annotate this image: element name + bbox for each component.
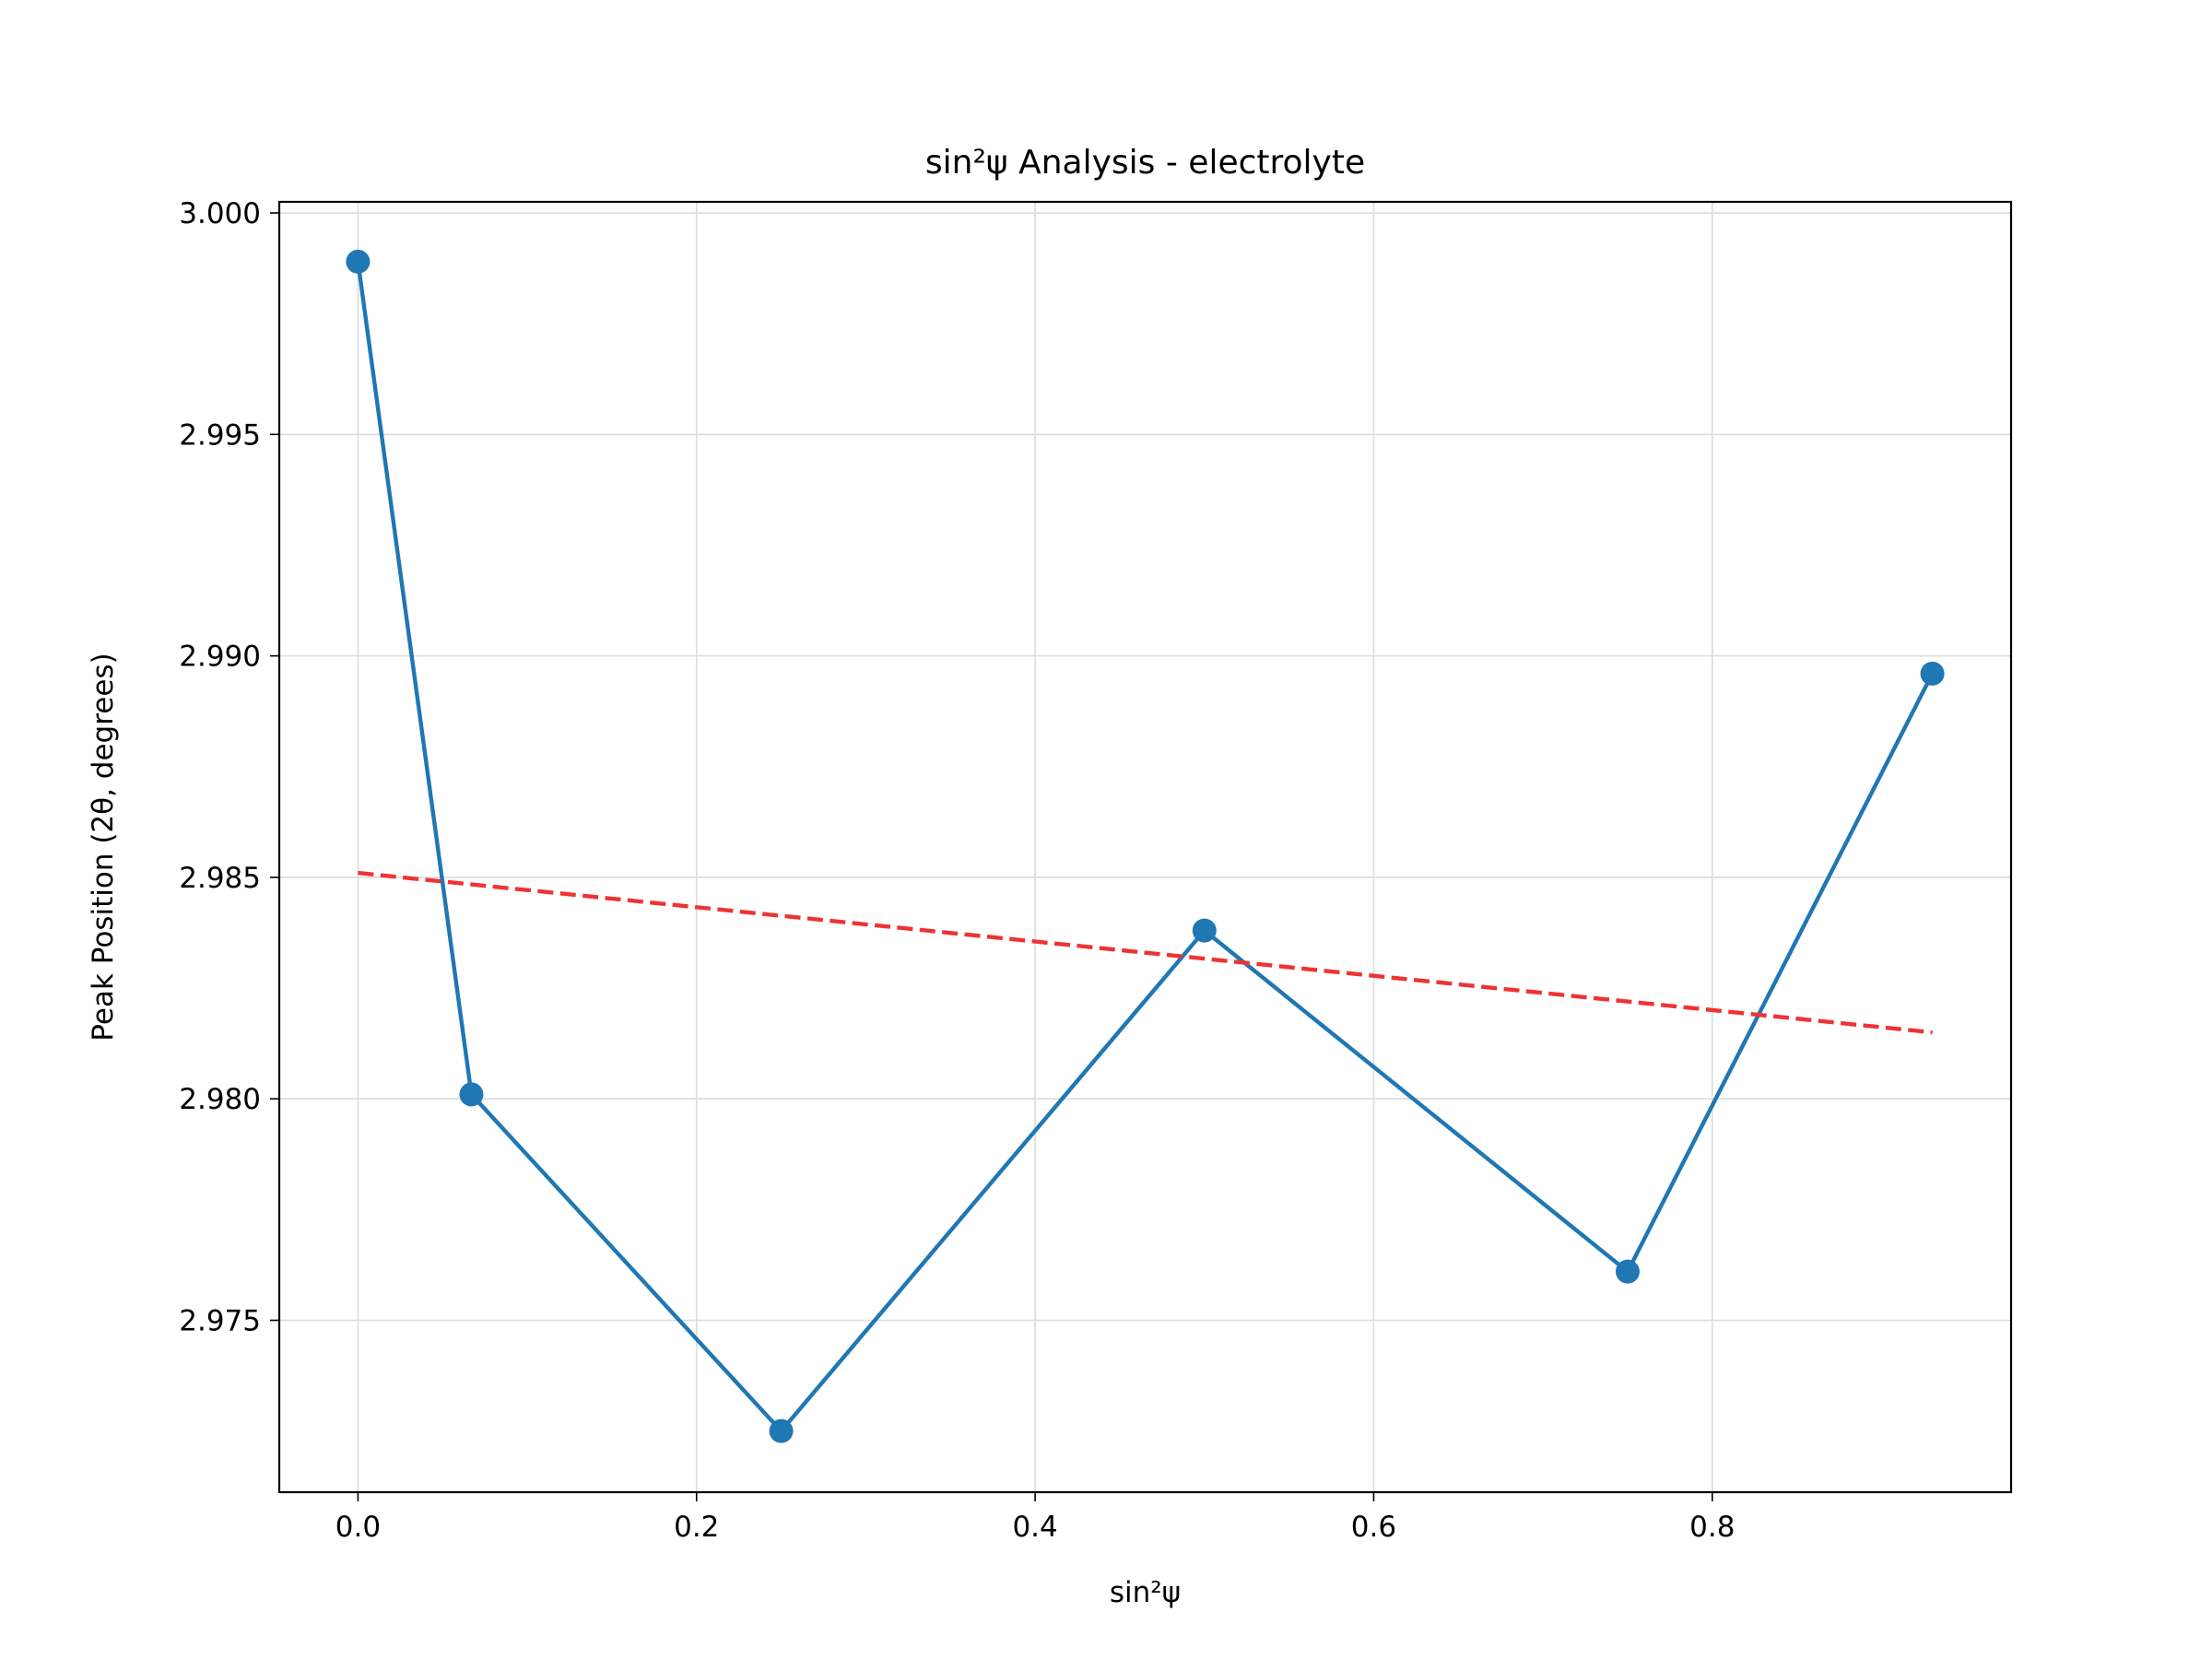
grid xyxy=(279,202,2011,1492)
data-point xyxy=(769,1418,794,1443)
chart-title: sin²ψ Analysis - electrolyte xyxy=(925,144,1365,182)
axes-frame xyxy=(277,200,2013,1494)
x-tick-label: 0.6 xyxy=(1351,1511,1396,1544)
data-series-line xyxy=(356,261,1935,1433)
data-point xyxy=(459,1082,484,1107)
x-tick-label: 0.4 xyxy=(1012,1511,1057,1544)
fit-line xyxy=(358,870,1933,1035)
y-tick-label: 2.990 xyxy=(179,641,261,674)
data-point xyxy=(1192,918,1217,943)
y-tick-label: 2.980 xyxy=(179,1083,261,1116)
data-point xyxy=(1615,1259,1640,1284)
plot-area xyxy=(346,249,1945,1443)
y-axis-label: Peak Position (2θ, degrees) xyxy=(87,653,120,1041)
x-axis-label: sin²ψ xyxy=(1110,1576,1181,1609)
y-tick-label: 3.000 xyxy=(179,197,261,230)
y-tick-label: 2.995 xyxy=(179,418,261,452)
data-point xyxy=(1920,661,1945,686)
y-tick-label: 2.975 xyxy=(179,1305,261,1338)
data-point xyxy=(346,249,371,274)
ticks: 0.0 0.2 0.4 0.6 0.8 2.975 2.980 2.985 2.990 2.995… xyxy=(179,197,1735,1544)
y-tick-label: 2.985 xyxy=(179,862,261,895)
x-tick-label: 0.2 xyxy=(674,1511,719,1544)
x-tick-label: 0.0 xyxy=(335,1511,381,1544)
x-tick-label: 0.8 xyxy=(1689,1511,1735,1544)
